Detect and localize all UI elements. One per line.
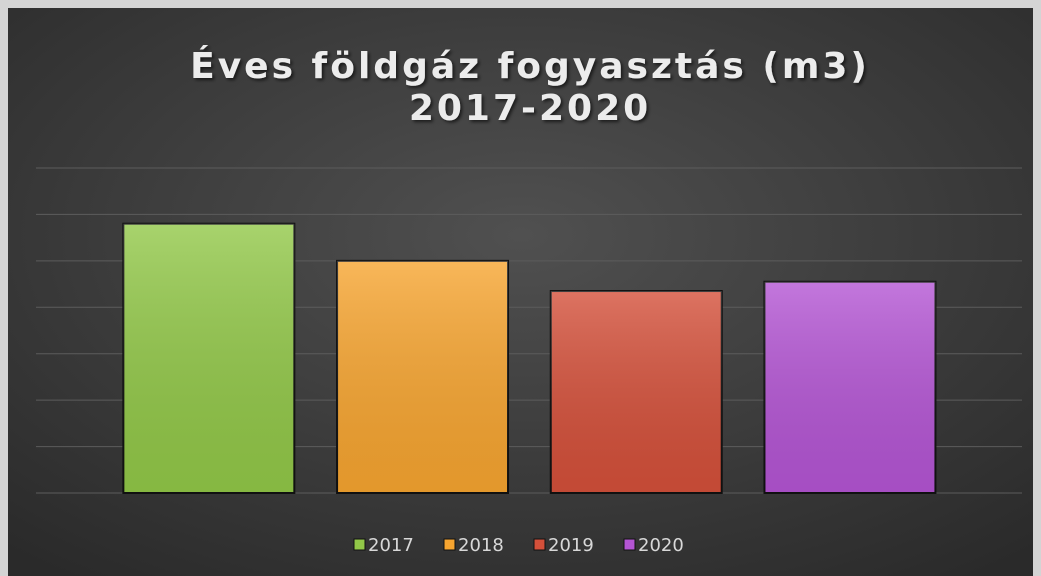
bar — [549, 290, 723, 494]
legend-swatch — [623, 538, 636, 551]
legend-label: 2020 — [638, 535, 684, 556]
legend-label: 2018 — [458, 535, 504, 556]
legend-label: 2017 — [368, 535, 414, 556]
legend-swatch — [353, 538, 366, 551]
bar — [336, 259, 510, 494]
chart-title: 2017-2020 — [409, 88, 651, 129]
legend-label: 2019 — [548, 535, 594, 556]
legend-swatch — [443, 538, 456, 551]
bar — [122, 222, 296, 494]
chart-title: Éves földgáz fogyasztás (m3) — [190, 45, 870, 87]
legend-swatch — [533, 538, 546, 551]
bar — [763, 280, 937, 494]
